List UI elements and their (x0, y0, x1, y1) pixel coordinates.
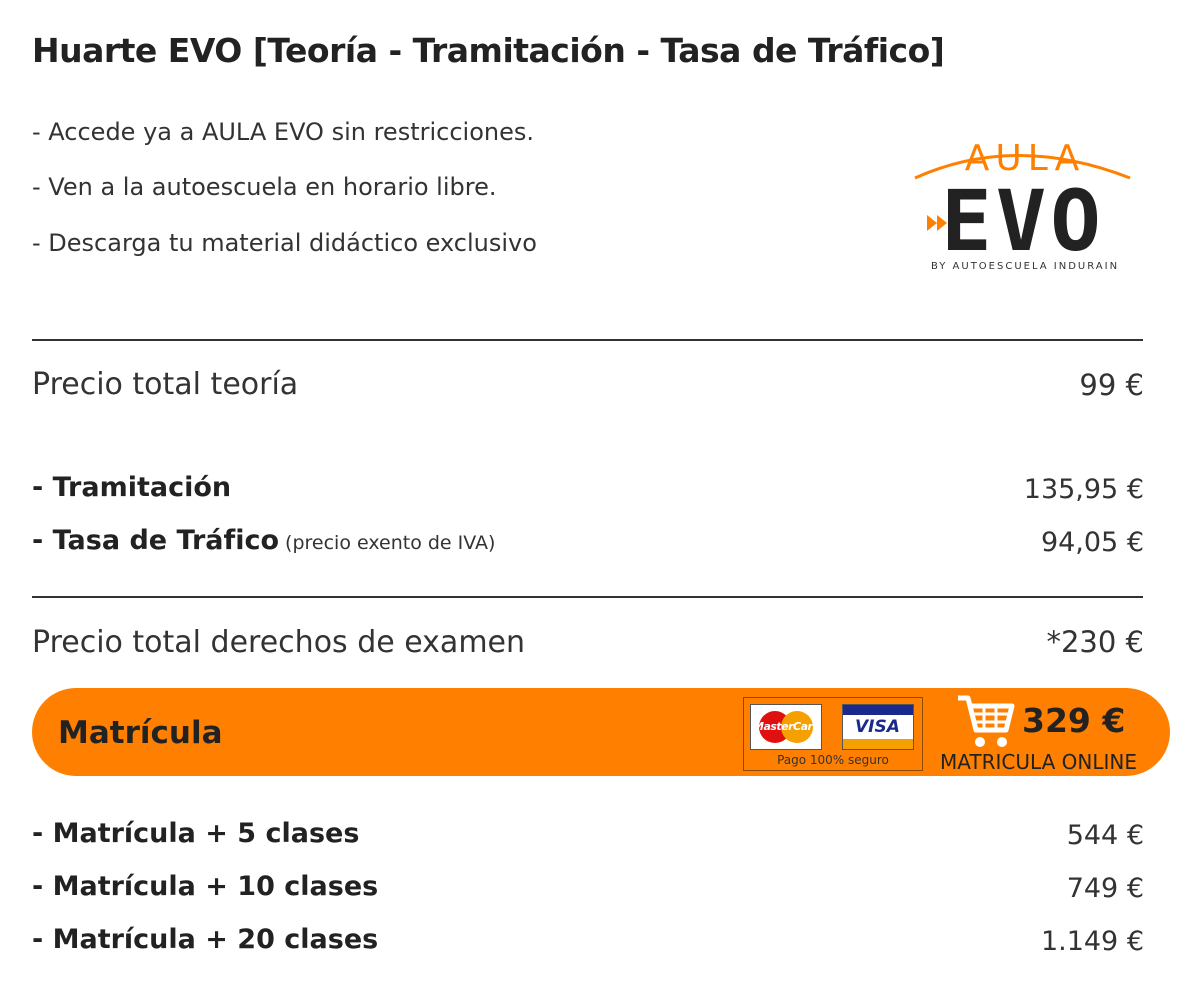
enroll-action: MATRICULA ONLINE (940, 750, 1137, 774)
row-label: Precio total derechos de examen (32, 625, 526, 660)
logo-main: EVO (941, 172, 1105, 270)
pack-label: - Matrícula + 5 clases (32, 818, 360, 849)
feature: - Ven a la autoescuela en horario libre. (32, 173, 497, 201)
row-label: - Tasa de Tráfico (precio exento de IVA) (32, 527, 495, 554)
page-title: Huarte EVO [Teoría - Tramitación - Tasa … (32, 31, 945, 70)
row-label: - Tramitación (32, 474, 231, 501)
visa-band (843, 739, 913, 749)
card-name: VISA (855, 717, 900, 737)
payment-box: MasterCard VISA Pago 100% seguro (743, 697, 923, 771)
logo: AULA EVO BY AUTOESCUELA INDURAIN (914, 138, 1131, 272)
enroll-button[interactable]: Matrícula MasterCard VISA Pago 100% segu… (32, 688, 1170, 776)
pack-price: 1.149 € (1040, 926, 1144, 957)
pack-price: 749 € (1066, 873, 1144, 904)
logo-tagline: BY AUTOESCUELA INDURAIN (931, 261, 1119, 272)
row-price: 94,05 € (1040, 527, 1144, 558)
divider (32, 596, 1143, 598)
pack-price: 544 € (1066, 820, 1144, 851)
logo-arc (914, 154, 1131, 180)
divider (32, 339, 1143, 341)
enroll-price: 329 € (1022, 701, 1126, 740)
pack-label: - Matrícula + 10 clases (32, 871, 379, 902)
mc-circle (781, 711, 813, 743)
cart-icon (958, 695, 1015, 747)
secure-note: Pago 100% seguro (777, 753, 889, 767)
row-label: Precio total teoría (32, 367, 299, 402)
row-note: (precio exento de IVA) (285, 532, 496, 554)
logo-arrow (937, 215, 947, 231)
enroll-label: Matrícula (58, 715, 223, 751)
logo-top: AULA (965, 138, 1086, 179)
row-price: 99 € (1079, 368, 1144, 402)
pack-label: - Matrícula + 20 clases (32, 924, 379, 955)
mastercard: MasterCard (750, 704, 822, 750)
visa-band (843, 705, 913, 715)
feature: - Accede ya a AULA EVO sin restricciones… (32, 118, 534, 146)
logo-arrow (927, 215, 937, 231)
label: - Tramitación (32, 472, 232, 503)
feature: - Descarga tu material didáctico exclusi… (32, 229, 537, 257)
row-price: 135,95 € (1023, 474, 1144, 505)
card-name: MasterCard (753, 720, 820, 733)
visa: VISA (842, 704, 914, 750)
label: - Tasa de Tráfico (32, 525, 280, 556)
row-price: *230 € (1046, 625, 1144, 659)
